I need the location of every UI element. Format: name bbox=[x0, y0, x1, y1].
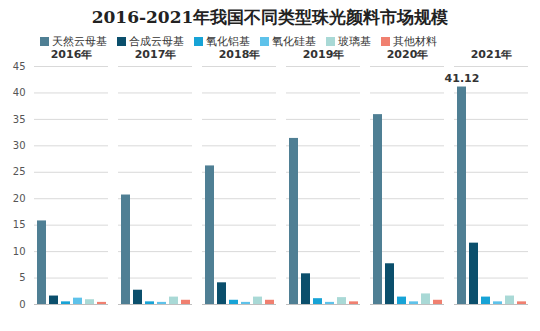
svg-text:25: 25 bbox=[13, 166, 26, 177]
svg-text:2019年: 2019年 bbox=[303, 50, 345, 61]
svg-text:2018年: 2018年 bbox=[219, 50, 261, 61]
html-text:天然云母基: 天然云母基 bbox=[52, 34, 107, 48]
html-text:玻璃基: 玻璃基 bbox=[338, 34, 371, 48]
svg-text:41.12: 41.12 bbox=[445, 72, 480, 85]
svg-text:30: 30 bbox=[13, 140, 26, 151]
html-text:其他材料: 其他材料 bbox=[393, 34, 437, 48]
svg-text:2021年: 2021年 bbox=[471, 50, 513, 61]
svg-text:0: 0 bbox=[19, 299, 25, 310]
svg-text:40: 40 bbox=[13, 87, 26, 98]
svg-text:2020年: 2020年 bbox=[387, 50, 429, 61]
svg-text:15: 15 bbox=[13, 219, 26, 230]
svg-text:20: 20 bbox=[13, 193, 26, 204]
svg-text:35: 35 bbox=[13, 114, 26, 125]
svg-text:2017年: 2017年 bbox=[135, 50, 177, 61]
svg-text:5: 5 bbox=[19, 272, 25, 283]
svg-text:2016年: 2016年 bbox=[51, 50, 93, 61]
svg-text:10: 10 bbox=[13, 246, 26, 257]
html-text:氧化硅基: 氧化硅基 bbox=[272, 34, 316, 48]
html-text:合成云母基: 合成云母基 bbox=[129, 34, 184, 48]
html-text:2016-2021年我国不同类型珠光颜料市场规模: 2016-2021年我国不同类型珠光颜料市场规模 bbox=[91, 7, 449, 27]
html-text:氧化铝基: 氧化铝基 bbox=[206, 34, 250, 48]
svg-text:45: 45 bbox=[13, 61, 26, 72]
